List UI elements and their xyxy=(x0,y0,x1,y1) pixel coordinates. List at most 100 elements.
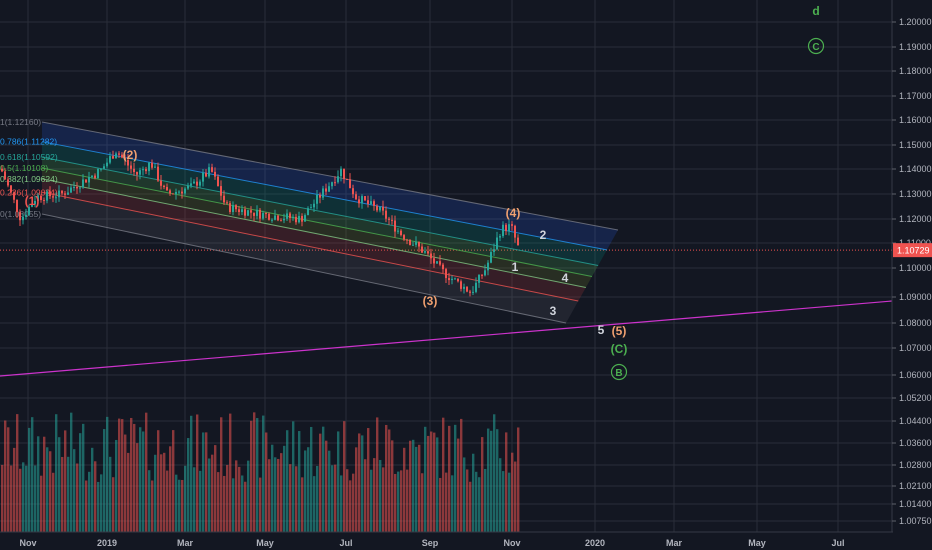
candle-body xyxy=(31,204,33,207)
volume-bar xyxy=(13,447,16,532)
volume-bar xyxy=(286,430,289,532)
candle-body xyxy=(40,195,42,201)
candle-body xyxy=(406,239,408,241)
trendline[interactable] xyxy=(0,300,893,377)
volume-bar xyxy=(361,435,364,532)
volume-bar xyxy=(127,452,130,532)
volume-bar xyxy=(319,433,322,532)
current-price-label: 1.10729 xyxy=(897,246,930,256)
candle-body xyxy=(313,203,315,208)
volume-bar xyxy=(121,419,124,532)
candle-body xyxy=(268,213,270,220)
volume-bar xyxy=(418,444,421,532)
candle-body xyxy=(22,216,24,221)
candle-body xyxy=(127,159,129,166)
volume-bar xyxy=(367,428,370,532)
volume-bar xyxy=(166,470,169,532)
candle-body xyxy=(208,167,210,177)
volume-bar xyxy=(145,412,148,532)
candle-body xyxy=(202,172,204,182)
y-tick-label: 1.15000 xyxy=(899,140,932,150)
candle-body xyxy=(52,196,54,198)
volume-bar xyxy=(490,430,493,532)
volume-bar xyxy=(385,424,388,532)
candle-body xyxy=(64,193,66,195)
volume-bar xyxy=(412,439,415,532)
candle-body xyxy=(151,162,153,168)
wave-circle xyxy=(807,37,825,55)
volume-bar xyxy=(391,440,394,532)
volume-bar xyxy=(1,464,4,532)
candle-body xyxy=(277,215,279,221)
fib-level-label: 0.786(1.11282) xyxy=(0,137,57,147)
candle-body xyxy=(133,168,135,173)
volume-bar xyxy=(49,451,52,532)
candle-body xyxy=(148,162,150,172)
volume-bar xyxy=(103,429,106,532)
volume-bar xyxy=(265,432,268,532)
candle-body xyxy=(316,194,318,204)
candle-body xyxy=(439,261,441,265)
wave-label: d xyxy=(812,4,819,18)
volume-bar xyxy=(382,467,385,532)
x-tick-label: 2020 xyxy=(585,538,605,548)
candle-body xyxy=(178,191,180,193)
volume-bar xyxy=(394,473,397,532)
volume-bar xyxy=(517,427,520,532)
volume-bar xyxy=(136,443,139,532)
fib-level-label: 0.236(1.09024) xyxy=(0,187,58,197)
volume-bar xyxy=(334,464,337,532)
candlestick-series xyxy=(1,150,519,297)
volume-bar xyxy=(181,479,184,532)
y-tick-label: 1.05200 xyxy=(899,393,932,403)
candle-body xyxy=(160,180,162,186)
volume-bar xyxy=(64,430,67,532)
volume-bar xyxy=(328,450,331,532)
time-axis[interactable]: Nov 2019 Mar May Jul Sep Nov 2020 Mar May Jul xyxy=(0,531,893,548)
candle-body xyxy=(256,209,258,216)
volume-bar xyxy=(226,464,229,532)
wave-labels: (1) (2) (3) (4) (5) 5 1 2 3 4 (C) d B C xyxy=(25,4,825,381)
candle-body xyxy=(388,218,390,220)
volume-bar xyxy=(211,454,214,532)
support-trendline[interactable] xyxy=(0,300,893,377)
candle-body xyxy=(61,190,63,194)
candle-body xyxy=(391,219,393,221)
wave-label: (2) xyxy=(123,148,138,162)
y-tick-label: 1.07000 xyxy=(899,343,932,353)
candle-body xyxy=(445,269,447,279)
volume-bar xyxy=(124,434,127,532)
volume-bar xyxy=(379,459,382,532)
x-tick-label: Mar xyxy=(666,538,683,548)
volume-bar xyxy=(295,466,298,532)
volume-bar xyxy=(118,418,121,532)
candle-body xyxy=(280,220,282,222)
candle-body xyxy=(496,237,498,250)
candle-body xyxy=(19,212,21,221)
candle-body xyxy=(436,261,438,264)
volume-bar xyxy=(106,416,109,532)
candle-body xyxy=(175,191,177,195)
volume-bar xyxy=(28,427,31,532)
candle-body xyxy=(394,220,396,232)
candle-body xyxy=(10,185,12,193)
volume-bar xyxy=(100,474,103,532)
price-axis[interactable]: 1.20000 1.19000 1.18000 1.17000 1.16000 1.150… xyxy=(891,0,932,532)
fib-band xyxy=(42,122,618,250)
candle-body xyxy=(454,278,456,280)
candle-body xyxy=(334,182,336,184)
volume-bar xyxy=(46,447,49,532)
volume-bar xyxy=(325,440,328,532)
candle-body xyxy=(487,262,489,271)
candle-body xyxy=(130,165,132,169)
candle-body xyxy=(76,186,78,189)
volume-bar xyxy=(79,433,82,532)
volume-bar xyxy=(445,472,448,532)
candle-body xyxy=(340,168,342,177)
candle-body xyxy=(262,213,264,219)
candle-body xyxy=(274,215,276,220)
fib-level-label: 1(1.12160) xyxy=(0,117,41,127)
volume-bar xyxy=(430,431,433,532)
candle-body xyxy=(325,188,327,192)
